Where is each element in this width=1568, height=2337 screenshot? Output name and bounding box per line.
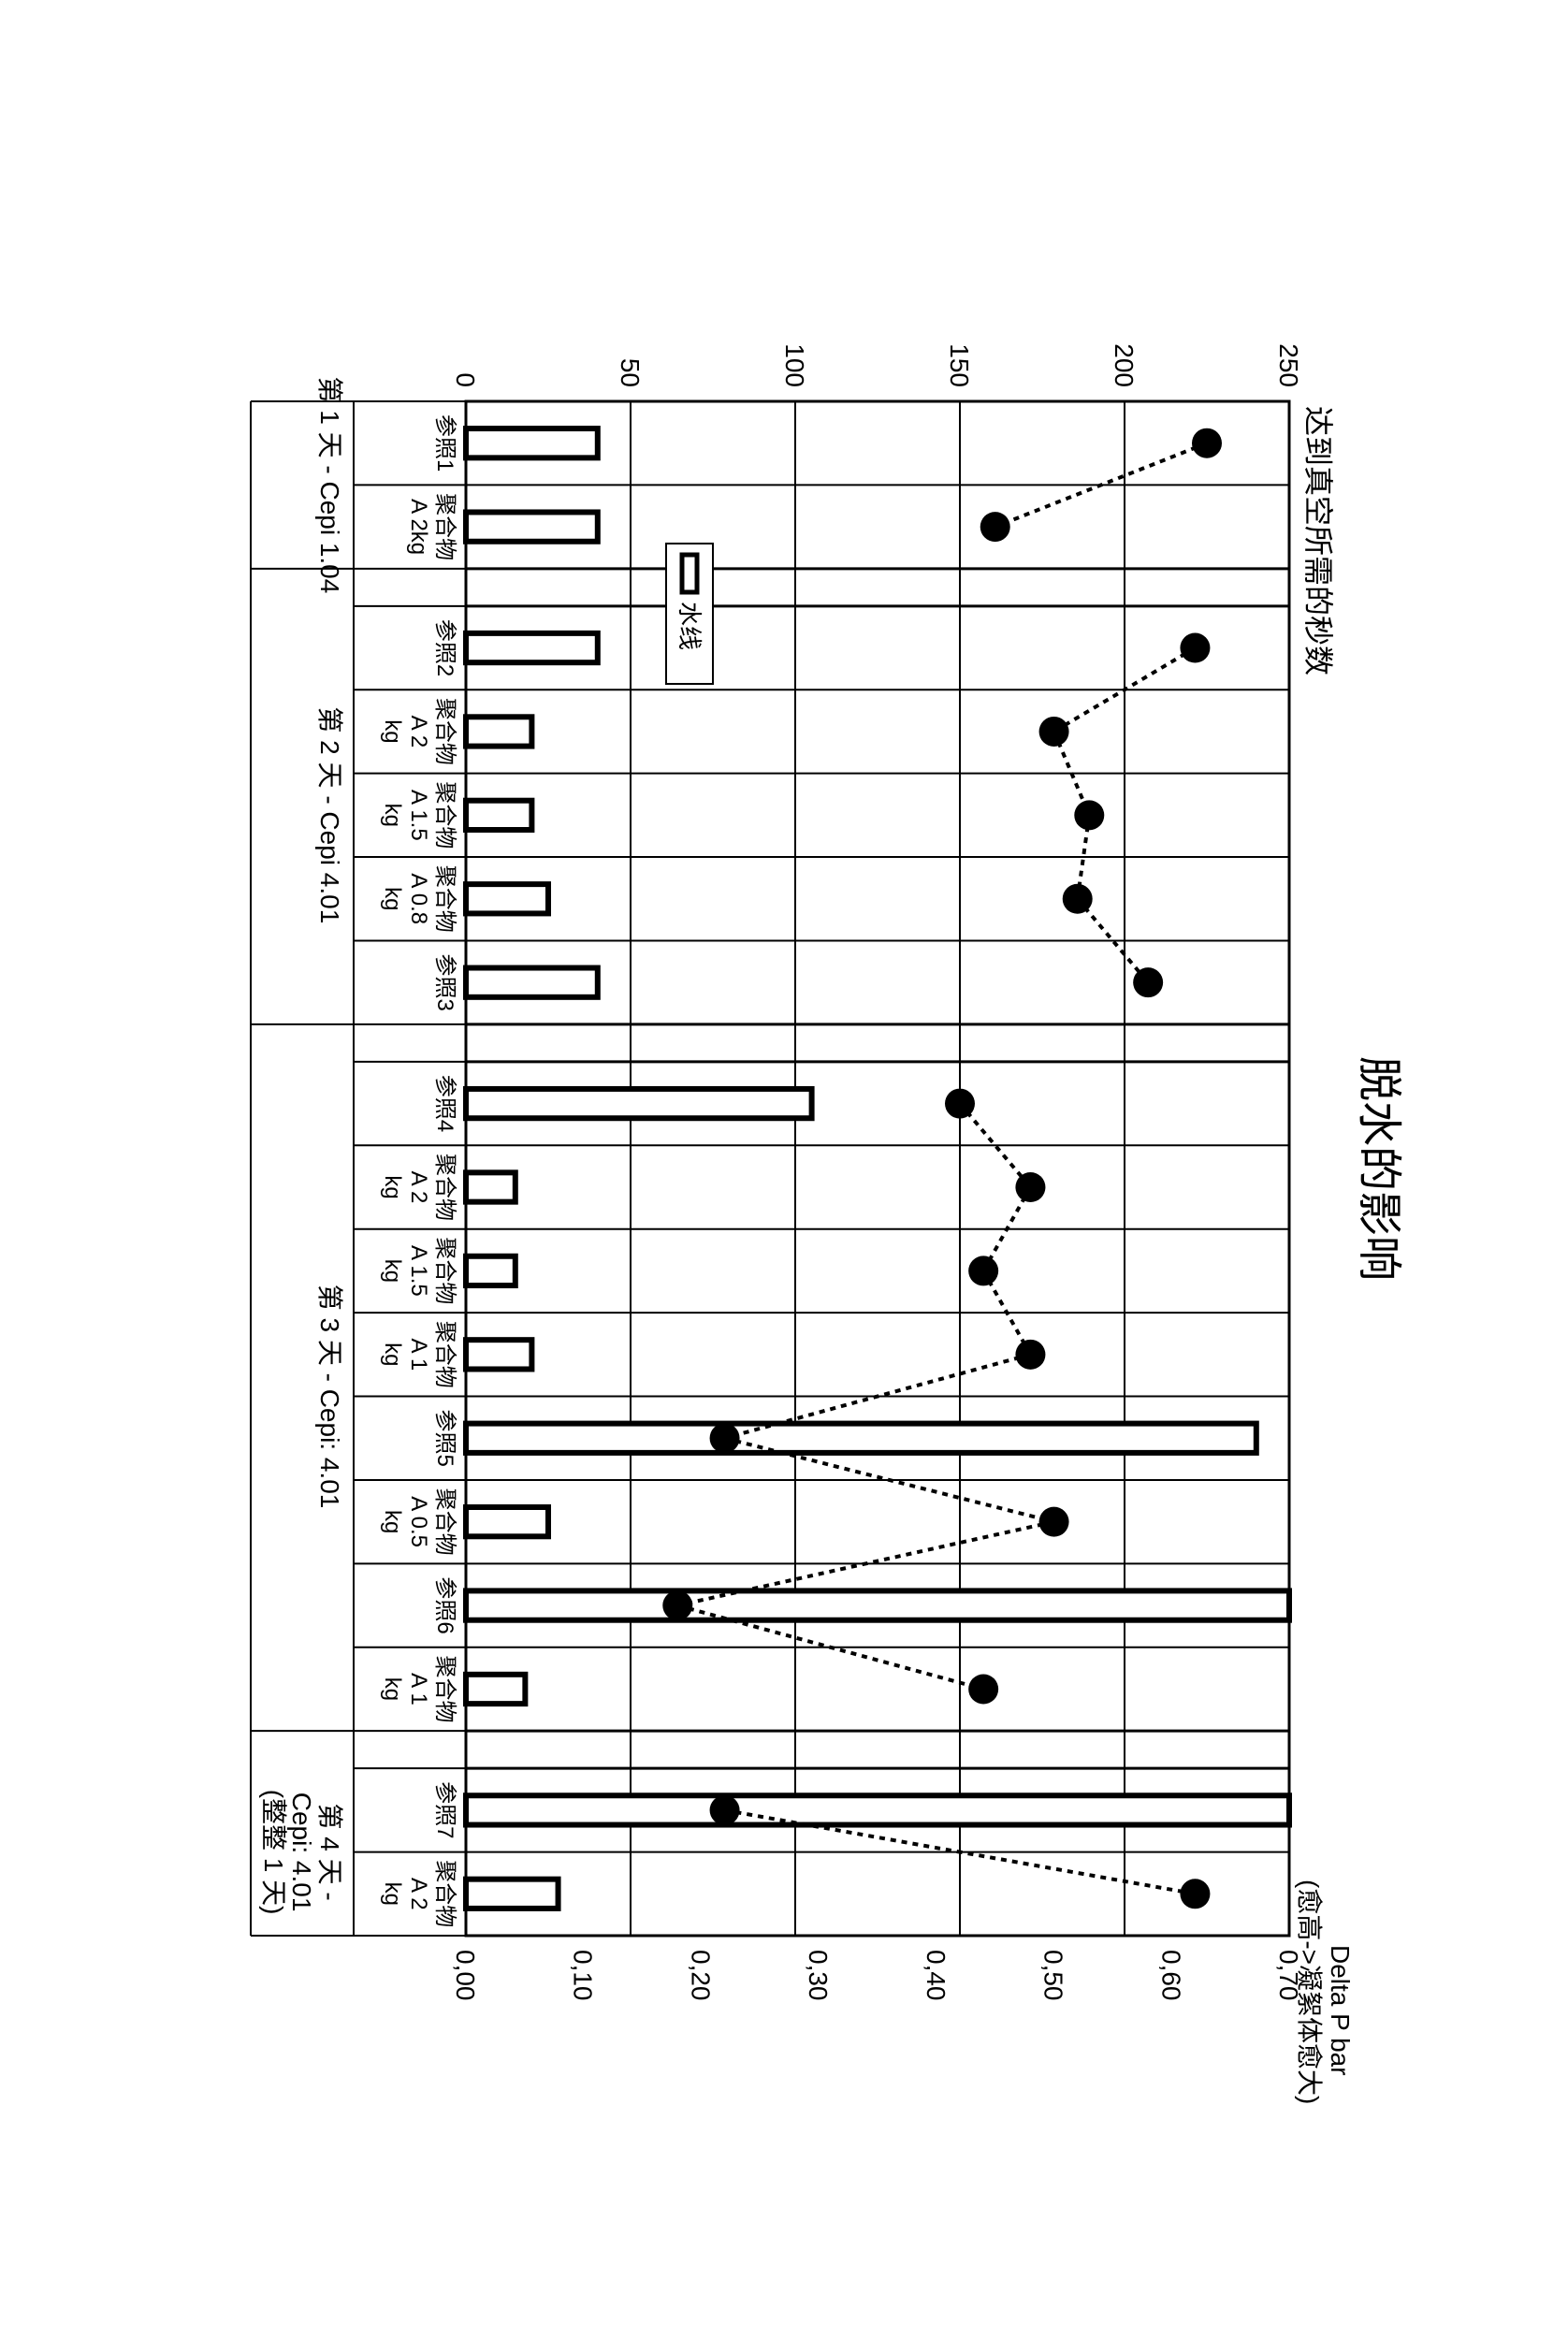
category-label: A 0.5 <box>406 1496 431 1547</box>
data-point <box>968 1674 998 1704</box>
legend: 水线 <box>666 544 713 684</box>
category-label: kg <box>380 1343 405 1366</box>
bar <box>466 428 598 457</box>
category-label: A 1.5 <box>406 1245 431 1297</box>
group-label: 第 1 天 - Cepi 1.04 <box>315 376 344 593</box>
category-label: kg <box>380 719 405 743</box>
data-point <box>1015 1340 1045 1370</box>
group-label: Cepi: 4.01 <box>287 1793 316 1912</box>
data-point <box>1192 428 1222 458</box>
right-tick-label: 0,30 <box>804 1950 833 2001</box>
bar <box>466 968 598 997</box>
bar <box>466 1340 531 1369</box>
data-point <box>1180 633 1210 663</box>
group-label: 第 3 天 - Cepi: 4.01 <box>315 1285 344 1509</box>
category-label: 聚合物 <box>432 1154 457 1221</box>
bar <box>466 1795 1289 1824</box>
data-point <box>710 1423 740 1453</box>
category-label: A 2 <box>406 1171 431 1204</box>
category-label: 参照2 <box>432 619 457 676</box>
bar <box>466 1089 812 1118</box>
bar <box>466 1172 515 1201</box>
category-label: kg <box>380 1175 405 1198</box>
bar <box>466 1256 515 1285</box>
left-tick-label: 100 <box>780 343 809 387</box>
category-label: kg <box>380 804 405 827</box>
category-label: kg <box>380 1677 405 1701</box>
bar <box>466 1675 525 1704</box>
category-label: 参照4 <box>432 1075 457 1132</box>
chart-canvas: 脱水的影响达到真空所需的秒数Delta P bar(愈高->凝絮体愈大)0501… <box>129 139 1439 2198</box>
right-tick-label: 0,60 <box>1156 1950 1185 2001</box>
category-label: 聚合物 <box>432 698 457 765</box>
category-label: 参照5 <box>432 1410 457 1467</box>
left-tick-label: 200 <box>1110 343 1139 387</box>
category-label: 参照1 <box>432 414 457 472</box>
legend-label: 水线 <box>675 602 704 650</box>
category-label: 参照6 <box>432 1576 457 1633</box>
data-point <box>1074 800 1104 830</box>
category-label: 聚合物 <box>432 865 457 933</box>
group-label: (整整 1 天) <box>259 1790 288 1915</box>
left-tick-label: 250 <box>1274 343 1303 387</box>
category-label: kg <box>380 1882 405 1906</box>
category-label: A 1 <box>406 1673 431 1706</box>
data-point <box>968 1256 998 1285</box>
category-label: 聚合物 <box>432 781 457 849</box>
legend-bar-icon <box>682 555 697 592</box>
right-tick-label: 0,70 <box>1274 1950 1303 2001</box>
right-tick-label: 0,10 <box>569 1950 598 2001</box>
category-label: 参照3 <box>432 953 457 1010</box>
category-label: A 2 <box>406 1878 431 1910</box>
data-point <box>662 1590 692 1620</box>
category-label: 聚合物 <box>432 1860 457 1927</box>
category-label: A 1 <box>406 1338 431 1371</box>
left-tick-label: 50 <box>616 358 645 387</box>
data-point <box>1180 1879 1210 1909</box>
data-point <box>945 1089 975 1119</box>
left-tick-label: 0 <box>451 372 480 387</box>
right-tick-label: 0,40 <box>922 1950 951 2001</box>
category-label: 聚合物 <box>432 1237 457 1304</box>
data-point <box>1039 717 1069 747</box>
data-point <box>1063 884 1093 914</box>
category-label: kg <box>380 1259 405 1283</box>
bar <box>466 717 531 746</box>
data-point <box>1039 1507 1069 1537</box>
right-tick-label: 0,00 <box>451 1950 480 2001</box>
left-axis-label: 达到真空所需的秒数 <box>1301 406 1335 675</box>
bar <box>466 1880 559 1909</box>
group-label: 第 2 天 - Cepi 4.01 <box>315 706 344 923</box>
bar <box>466 1424 1256 1453</box>
bar <box>466 1590 1289 1619</box>
category-label: 聚合物 <box>432 1488 457 1556</box>
bar <box>466 1507 548 1536</box>
category-label: A 2 <box>406 716 431 748</box>
data-point <box>1133 967 1163 997</box>
category-label: kg <box>380 887 405 910</box>
bar <box>466 633 598 662</box>
data-point <box>710 1795 740 1825</box>
category-label: 参照7 <box>432 1781 457 1838</box>
category-label: A 1.5 <box>406 790 431 841</box>
right-tick-label: 0,20 <box>686 1950 715 2001</box>
category-label: A 0.8 <box>406 873 431 924</box>
category-label: 聚合物 <box>432 1655 457 1722</box>
chart-title: 脱水的影响 <box>1354 1056 1403 1281</box>
data-point <box>980 512 1010 542</box>
right-tick-label: 0,50 <box>1039 1950 1068 2001</box>
category-label: kg <box>380 1510 405 1533</box>
right-axis-label: Delta P bar <box>1326 1945 1355 2076</box>
left-tick-label: 150 <box>945 343 974 387</box>
category-label: A 2kg <box>406 499 431 555</box>
chart-wrapper: 脱水的影响达到真空所需的秒数Delta P bar(愈高->凝絮体愈大)0501… <box>129 139 1439 2198</box>
bar <box>466 801 531 830</box>
bar <box>466 884 548 913</box>
group-label: 第 4 天 - <box>315 1803 344 1900</box>
data-point <box>1015 1172 1045 1202</box>
bar <box>466 512 598 541</box>
category-label: 聚合物 <box>432 493 457 560</box>
category-label: 聚合物 <box>432 1321 457 1388</box>
